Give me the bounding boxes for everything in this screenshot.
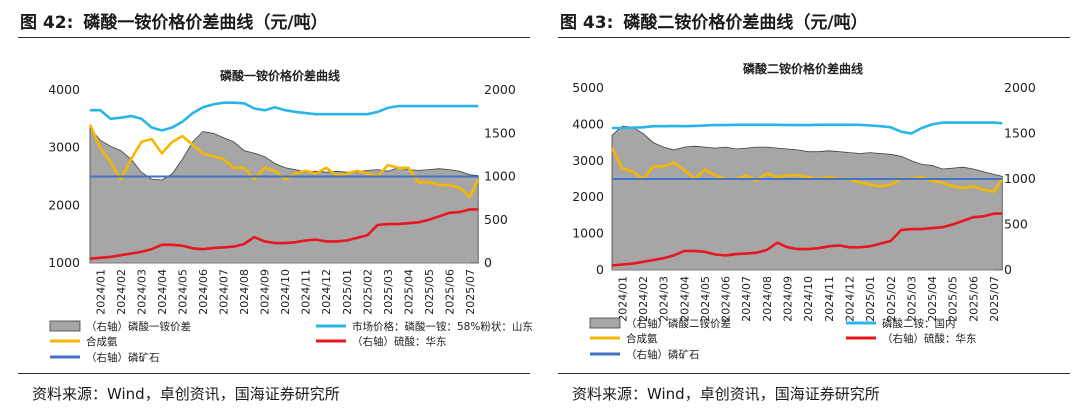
source-rule: [558, 373, 1070, 374]
x-axis-tick: 2025/03: [382, 269, 395, 315]
figure-42: 图 42: 磷酸一铵价格价差曲线（元/吨） 磷酸一铵价格价差曲线 1000 2000 3…: [18, 0, 538, 417]
left-axis-tick: 0: [596, 262, 604, 277]
legend-label: 合成氨: [86, 335, 118, 348]
left-axis-tick: 3000: [572, 153, 604, 168]
x-axis-tick: 2025/03: [905, 276, 918, 322]
left-axis-tick: 4000: [48, 82, 80, 97]
legend-label: （右轴）磷酸一铵价差: [86, 320, 191, 333]
legend-swatch: [589, 317, 621, 329]
x-axis-tick: 2024/06: [720, 276, 733, 322]
left-axis-tick: 2000: [48, 197, 80, 212]
x-axis-tick: 2024/08: [238, 269, 251, 315]
x-axis-tick: 2025/05: [947, 276, 960, 322]
chart-42: 磷酸一铵价格价差曲线 1000 2000 3000 4000 0 500 1000 1500 20…: [48, 68, 533, 364]
x-axis-tick: 2025/02: [885, 276, 898, 322]
right-axis-tick: 1500: [1004, 126, 1036, 141]
series-line: [611, 212, 1003, 267]
legend-label: （右轴）磷矿石: [626, 348, 700, 361]
chart-43: 磷酸二铵价格价差曲线 0 1000 2000 3000 4000 5000 0 500 1000 1…: [572, 61, 1036, 361]
x-axis-tick: 2024/11: [823, 276, 836, 322]
x-axis-tick: 2025/05: [423, 269, 436, 315]
x-axis-tick: 2024/11: [300, 269, 313, 315]
legend-label: 磷酸二铵：国内: [882, 317, 956, 330]
figure-title-text: 磷酸一铵价格价差曲线（元/吨）: [83, 13, 328, 33]
figure-number: 图 43:: [560, 13, 614, 33]
right-axis-tick: 500: [484, 212, 508, 227]
x-axis-tick: 2024/07: [218, 269, 231, 315]
x-axis-tick: 2024/05: [176, 269, 189, 315]
figure-title: 图 42: 磷酸一铵价格价差曲线（元/吨）: [20, 8, 328, 33]
left-axis-tick: 2000: [572, 189, 604, 204]
x-axis-tick: 2025/07: [464, 269, 477, 315]
x-axis-tick: 2024/08: [761, 276, 774, 322]
right-axis-tick: 0: [1004, 262, 1012, 277]
chart-title: 磷酸一铵价格价差曲线: [220, 68, 340, 83]
legend-label: 合成氨: [626, 332, 658, 345]
right-axis-tick: 500: [1004, 217, 1028, 232]
x-axis-tick: 2024/01: [616, 276, 629, 322]
legend-label: （右轴）硫酸：华东: [882, 332, 977, 345]
right-axis-tick: 2000: [484, 82, 516, 97]
spread-area: [611, 125, 1003, 271]
x-axis-tick: 2024/12: [320, 269, 333, 315]
x-axis-tick: 2024/02: [115, 269, 128, 315]
x-axis-tick: 2024/07: [740, 276, 753, 322]
figure-number: 图 42:: [20, 13, 74, 33]
right-axis-tick: 1500: [484, 125, 516, 140]
legend-label: （右轴）磷酸二铵价差: [626, 317, 731, 330]
x-axis-tick: 2024/03: [135, 269, 148, 315]
x-axis-tick: 2024/10: [802, 276, 815, 322]
right-axis-tick: 2000: [1004, 80, 1036, 95]
spread-area: [89, 127, 479, 264]
x-axis-tick: 2025/07: [988, 276, 1001, 322]
x-axis-tick: 2024/09: [782, 276, 795, 322]
x-axis-tick: 2024/04: [678, 276, 691, 322]
figure-43: 图 43: 磷酸二铵价格价差曲线（元/吨） 磷酸二铵价格价差曲线 0 1000 2000…: [558, 0, 1078, 417]
series-line: [89, 208, 479, 260]
title-rule: [18, 37, 530, 38]
x-axis-tick: 2024/03: [658, 276, 671, 322]
source-rule: [18, 373, 530, 374]
legend-label: （右轴）硫酸：华东: [352, 335, 447, 348]
legend-label: （右轴）磷矿石: [86, 351, 160, 364]
x-axis-tick: 2024/05: [699, 276, 712, 322]
x-axis-tick: 2025/02: [361, 269, 374, 315]
x-axis-tick: 2025/01: [864, 276, 877, 322]
figure-title: 图 43: 磷酸二铵价格价差曲线（元/吨）: [560, 8, 868, 33]
left-axis-tick: 5000: [572, 80, 604, 95]
series-line: [610, 147, 1004, 193]
left-axis-tick: 3000: [48, 140, 80, 155]
figure-title-text: 磷酸二铵价格价差曲线（元/吨）: [623, 13, 868, 33]
x-axis-tick: 2024/01: [94, 269, 107, 315]
chart-title: 磷酸二铵价格价差曲线: [743, 61, 863, 76]
left-axis-tick: 1000: [48, 255, 80, 270]
x-axis-tick: 2025/06: [443, 269, 456, 315]
x-axis-tick: 2025/04: [402, 269, 415, 315]
x-axis-tick: 2024/04: [156, 269, 169, 315]
series-line: [612, 121, 1003, 135]
left-axis-tick: 1000: [572, 226, 604, 241]
title-rule: [558, 37, 1070, 38]
x-axis-tick: 2025/01: [341, 269, 354, 315]
x-axis-tick: 2024/10: [279, 269, 292, 315]
x-axis-tick: 2025/06: [967, 276, 980, 322]
series-line: [90, 101, 479, 132]
x-axis-tick: 2024/02: [637, 276, 650, 322]
right-axis-tick: 1000: [1004, 171, 1036, 186]
left-axis-tick: 4000: [572, 116, 604, 131]
x-axis-tick: 2024/09: [259, 269, 272, 315]
source-note: 资料来源：Wind，卓创资讯，国海证券研究所: [572, 385, 880, 403]
legend-label: 市场价格：磷酸一铵：58%粉状：山东: [352, 320, 533, 333]
legend-swatch: [49, 320, 81, 332]
source-note: 资料来源：Wind，卓创资讯，国海证券研究所: [32, 385, 340, 403]
right-axis-tick: 0: [484, 255, 492, 270]
x-axis-tick: 2024/06: [197, 269, 210, 315]
x-axis-tick: 2025/04: [926, 276, 939, 322]
x-axis-tick: 2024/12: [843, 276, 856, 322]
right-axis-tick: 1000: [484, 169, 516, 184]
